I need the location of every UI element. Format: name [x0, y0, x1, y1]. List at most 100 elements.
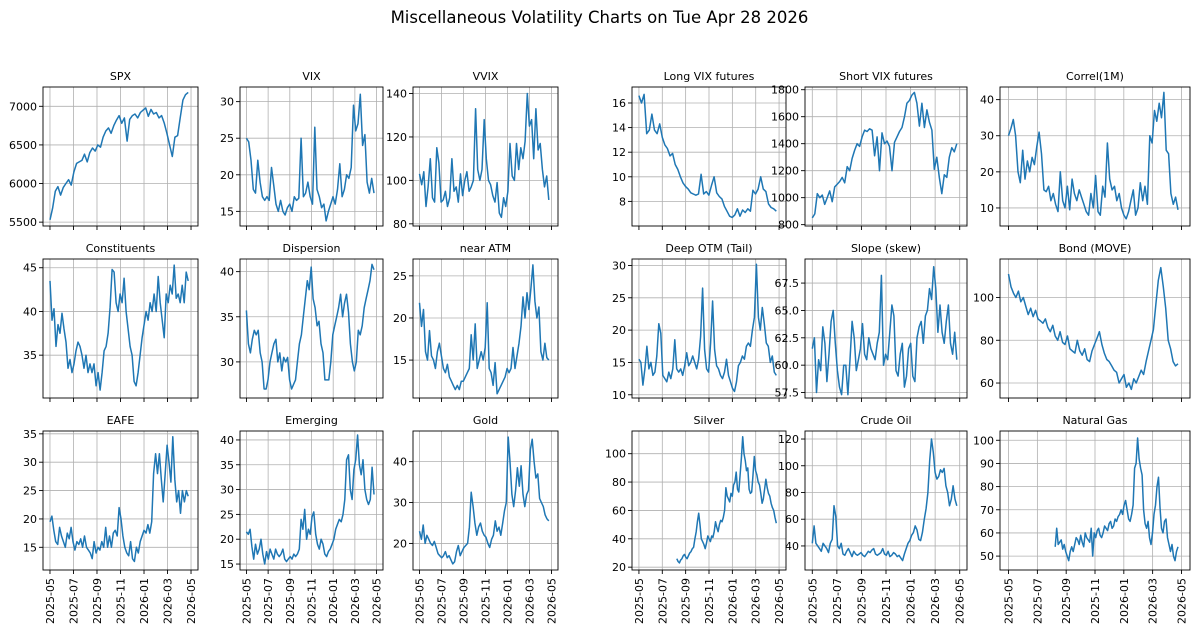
- x-tick-label: 2025-05: [633, 578, 646, 624]
- y-tick-label: 30: [23, 456, 37, 469]
- axes-frame: [412, 86, 559, 227]
- series-line-dispersion: [245, 263, 375, 390]
- figure-title: Miscellaneous Volatility Charts on Tue A…: [390, 8, 809, 27]
- y-tick-label: 30: [980, 130, 994, 143]
- axes-frame: [412, 258, 559, 399]
- x-tick-label: 2026-05: [954, 578, 967, 624]
- panel-long-vix-futures: Long VIX futures 8 10 12 14 16: [612, 70, 787, 230]
- y-tick-label: 30: [393, 497, 407, 510]
- x-tick-label: 2026-03: [162, 578, 175, 624]
- y-tick-label: 40: [393, 456, 407, 469]
- series-line-vix: [245, 93, 375, 222]
- y-tick-label: 1000: [771, 192, 799, 205]
- y-tick-label: 10: [612, 171, 626, 184]
- y-tick-label: 5500: [9, 216, 37, 229]
- x-tick-label: 2026-01: [905, 578, 918, 624]
- panel-title: Long VIX futures: [664, 70, 755, 83]
- x-tick-label: 2026-03: [349, 578, 362, 624]
- y-tick-label: 40: [980, 94, 994, 107]
- y-tick-label: 30: [220, 484, 234, 497]
- x-tick-label: 2026-05: [1175, 578, 1188, 624]
- x-tick-label: 2025-05: [44, 578, 57, 624]
- y-tick-label: 60: [980, 377, 994, 390]
- panel-title: Deep OTM (Tail): [665, 242, 752, 255]
- y-tick-label: 35: [220, 311, 234, 324]
- panel-spx: SPX 5500 6000 6500 7000: [9, 70, 199, 230]
- y-tick-label: 35: [220, 459, 234, 472]
- y-tick-label: 100: [973, 434, 994, 447]
- y-tick-label: 10: [980, 202, 994, 215]
- panel-title: Silver: [694, 414, 725, 427]
- x-tick-label: 2026-01: [1118, 578, 1131, 624]
- y-tick-label: 60.0: [775, 359, 800, 372]
- y-tick-label: 20: [23, 513, 37, 526]
- x-tick-label: 2026-03: [523, 578, 536, 624]
- axes-frame: [239, 258, 384, 399]
- y-tick-label: 16: [612, 97, 626, 110]
- y-tick-label: 20: [393, 312, 407, 325]
- y-tick-label: 25: [220, 508, 234, 521]
- y-tick-label: 80: [980, 481, 994, 494]
- y-tick-label: 12: [612, 146, 626, 159]
- y-tick-label: 7000: [9, 100, 37, 113]
- y-tick-label: 30: [220, 356, 234, 369]
- y-tick-label: 60: [785, 513, 799, 526]
- y-tick-label: 40: [220, 434, 234, 447]
- y-tick-label: 100: [386, 174, 407, 187]
- y-tick-label: 15: [220, 205, 234, 218]
- y-tick-label: 60: [612, 504, 626, 517]
- panel-constituents: Constituents 35 40 45: [23, 242, 199, 402]
- axes-frame: [804, 86, 968, 227]
- panel-title: SPX: [110, 70, 132, 83]
- y-tick-label: 30: [220, 96, 234, 109]
- x-tick-label: 2026-01: [138, 578, 151, 624]
- axes-frame: [804, 430, 968, 571]
- panel-vix: VIX 15 20 25 30: [220, 70, 384, 230]
- series-line-spx: [49, 91, 189, 220]
- y-tick-label: 20: [393, 537, 407, 550]
- x-tick-label: 2026-03: [929, 578, 942, 624]
- x-tick-label: 2025-09: [1060, 578, 1073, 624]
- x-tick-label: 2025-11: [115, 578, 128, 624]
- y-tick-label: 25: [393, 270, 407, 283]
- y-tick-label: 100: [778, 460, 799, 473]
- y-tick-label: 35: [23, 349, 37, 362]
- axes-frame: [804, 258, 968, 399]
- panel-silver: Silver 2025-05 2025-07 2025-09 2025-11 2026-0…: [605, 414, 787, 624]
- panel-title: Emerging: [285, 414, 338, 427]
- y-tick-label: 67.5: [775, 277, 800, 290]
- y-tick-label: 15: [23, 541, 37, 554]
- x-tick-label: 2026-03: [750, 578, 763, 624]
- x-tick-label: 2025-09: [91, 578, 104, 624]
- panel-title: Dispersion: [282, 242, 340, 255]
- x-tick-label: 2025-09: [458, 578, 471, 624]
- panel-title: EAFE: [107, 414, 135, 427]
- panel-natural-gas: Natural Gas 2025-05 2025-07 2025-09 2025-11 2…: [973, 414, 1191, 624]
- y-tick-label: 100: [605, 448, 626, 461]
- panel-emerging: Emerging 2025-05 2025-07 2025-09 2025-11 2026…: [220, 414, 384, 624]
- x-tick-label: 2025-11: [480, 578, 493, 624]
- series-line-bond-move: [1007, 266, 1179, 391]
- y-tick-label: 40: [23, 305, 37, 318]
- x-tick-label: 2026-05: [371, 578, 384, 624]
- y-tick-label: 1400: [771, 138, 799, 151]
- y-tick-label: 20: [220, 533, 234, 546]
- y-tick-label: 15: [393, 354, 407, 367]
- panel-title: Slope (skew): [851, 242, 921, 255]
- y-tick-label: 6000: [9, 178, 37, 191]
- y-tick-label: 80: [612, 476, 626, 489]
- panel-title: VVIX: [473, 70, 499, 83]
- axes-frame: [42, 258, 199, 399]
- x-tick-label: 2026-01: [327, 578, 340, 624]
- panel-title: Short VIX futures: [839, 70, 933, 83]
- panel-bond-move: Bond (MOVE) 60 80 100: [973, 242, 1191, 402]
- y-tick-label: 80: [785, 486, 799, 499]
- y-tick-label: 45: [23, 262, 37, 275]
- panel-near-atm: near ATM 15 20 25: [393, 242, 559, 402]
- x-tick-label: 2025-07: [67, 578, 80, 624]
- series-line-emerging: [245, 434, 375, 565]
- panel-correl-1m: Correl(1M) 10 20 30 40: [980, 70, 1191, 230]
- axes-frame: [631, 86, 787, 227]
- x-tick-label: 2025-07: [831, 578, 844, 624]
- panel-short-vix-futures: Short VIX futures 800 1000 1200 1400 1600 1800: [771, 70, 968, 232]
